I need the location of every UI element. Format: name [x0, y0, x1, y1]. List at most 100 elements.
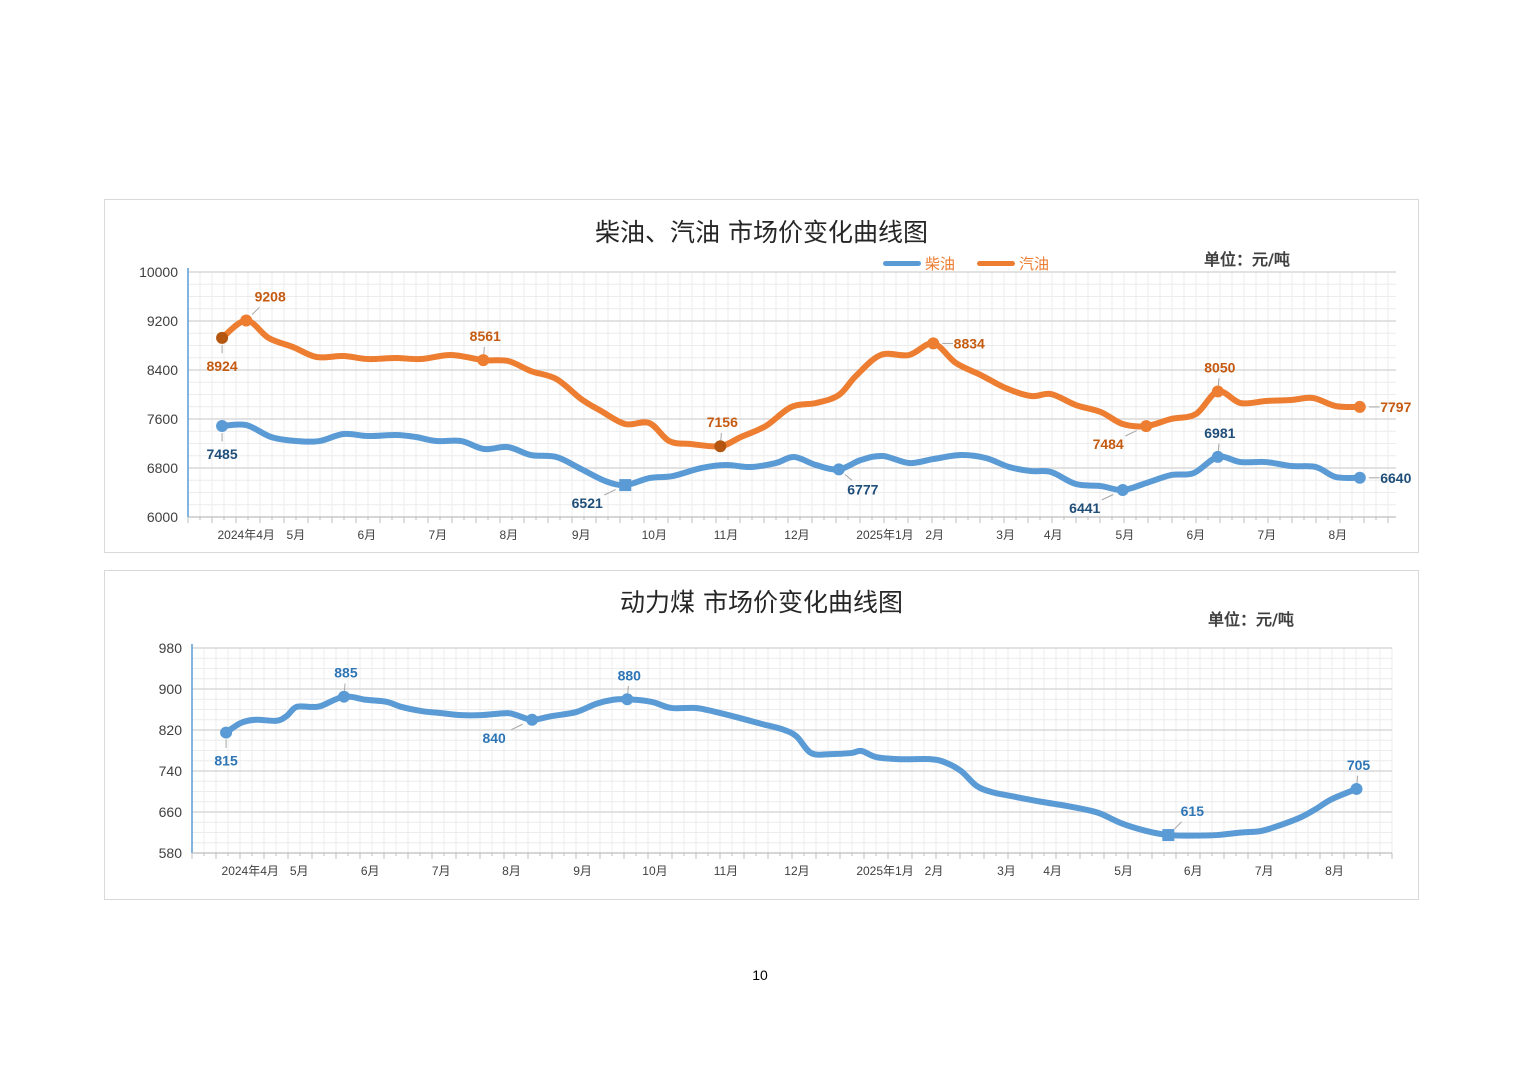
- leader-line: [1217, 443, 1220, 451]
- data-label: 8561: [470, 328, 501, 344]
- data-label: 705: [1347, 757, 1371, 773]
- y-tick-label: 740: [159, 763, 183, 779]
- y-tick-label: 6000: [147, 509, 178, 525]
- leader-line: [1125, 430, 1137, 437]
- data-point-marker: [1211, 450, 1224, 463]
- data-label: 6521: [572, 495, 603, 511]
- legend-item-gasoline: 汽油: [977, 253, 1049, 274]
- diesel-gasoline-plot: 6000 6800 7600 8400 9200 10000 2024年4月 5月 6月 7月 8月…: [139, 264, 1412, 542]
- unit-label: 单位：元/吨: [1208, 610, 1294, 629]
- x-tick-label: 10月: [642, 864, 667, 878]
- x-tick-label: 7月: [1255, 864, 1274, 878]
- x-tick-label: 6月: [361, 864, 380, 878]
- data-point-marker: [832, 463, 845, 476]
- y-tick-label: 580: [159, 845, 183, 861]
- x-tick-label: 4月: [1044, 528, 1063, 542]
- data-point-marker: [927, 337, 940, 350]
- data-label: 9208: [255, 289, 286, 305]
- leader-line: [343, 683, 346, 691]
- x-tick-label: 5月: [290, 864, 309, 878]
- x-tick-label: 2月: [925, 528, 944, 542]
- chart-title: 柴油、汽油 市场价变化曲线图: [595, 218, 928, 247]
- data-label: 6981: [1204, 425, 1235, 441]
- data-label: 7797: [1380, 399, 1411, 415]
- leader-line: [720, 432, 722, 441]
- x-tick-label: 6月: [1187, 528, 1206, 542]
- leader-line: [1101, 494, 1114, 501]
- data-label: 7156: [707, 414, 738, 430]
- x-tick-label: 11月: [714, 528, 738, 542]
- data-label: 880: [618, 667, 642, 683]
- y-tick-label: 8400: [147, 362, 178, 378]
- x-tick-label: 12月: [784, 864, 809, 878]
- y-tick-label: 9200: [147, 313, 178, 329]
- data-point-marker: [1140, 420, 1153, 433]
- data-point-marker: [240, 314, 253, 327]
- series-line-diesel: [219, 421, 1363, 494]
- x-tick-label: 8月: [1328, 528, 1347, 542]
- x-tick-label: 8月: [499, 528, 518, 542]
- data-point-marker: [714, 440, 727, 453]
- data-label: 840: [482, 730, 506, 746]
- data-point-marker: [526, 713, 539, 726]
- x-tick-label: 11月: [714, 864, 738, 878]
- x-tick-label: 12月: [784, 528, 809, 542]
- data-label: 6640: [1380, 470, 1411, 486]
- data-label: 6441: [1069, 500, 1100, 516]
- legend-item-diesel: 柴油: [883, 253, 955, 274]
- x-tick-label: 2024年4月: [222, 864, 279, 878]
- legend-label-diesel: 柴油: [925, 255, 956, 273]
- data-label: 615: [1181, 803, 1205, 819]
- x-tick-label: 2025年1月: [856, 864, 913, 878]
- diesel-gasoline-chart: 6000 6800 7600 8400 9200 10000 2024年4月 5月 6月 7月 8月…: [104, 199, 1419, 553]
- data-point-marker: [619, 479, 632, 492]
- y-tick-label: 660: [159, 804, 183, 820]
- data-point-marker: [1350, 782, 1363, 795]
- y-tick-label: 7600: [147, 411, 178, 427]
- grid: [191, 647, 1393, 854]
- legend-label-gasoline: 汽油: [1019, 255, 1050, 273]
- leader-line: [1173, 821, 1182, 830]
- leader-line: [251, 306, 260, 315]
- legend-swatch-diesel: [883, 261, 921, 266]
- leader-line: [1217, 378, 1220, 386]
- x-tick-label: 5月: [1116, 528, 1135, 542]
- coal-chart: 580 660 740 820 900 980 2024年4月 5月 6月 7月 8月 9月 10月 11…: [104, 570, 1419, 900]
- x-tick-label: 7月: [432, 864, 451, 878]
- leader-line: [511, 723, 523, 731]
- leader-line: [1356, 775, 1359, 783]
- data-point-marker: [1116, 483, 1129, 496]
- data-point-marker: [477, 354, 490, 367]
- x-tick-label: 6月: [1184, 864, 1203, 878]
- y-tick-label: 6800: [147, 460, 178, 476]
- y-tick-label: 10000: [139, 264, 178, 280]
- chart-title: 动力煤 市场价变化曲线图: [620, 588, 903, 617]
- x-tick-label: 3月: [997, 864, 1016, 878]
- data-label: 885: [334, 665, 358, 681]
- data-point-marker: [220, 726, 233, 739]
- x-tick-label: 7月: [1257, 528, 1276, 542]
- leader-line: [627, 686, 629, 694]
- x-tick-label: 9月: [573, 864, 592, 878]
- data-point-marker: [1162, 829, 1175, 842]
- coal-plot: 580 660 740 820 900 980 2024年4月 5月 6月 7月 8月 9月 10月 11…: [159, 640, 1393, 878]
- data-label: 8050: [1204, 359, 1235, 375]
- data-point-marker: [621, 693, 634, 706]
- unit-label: 单位：元/吨: [1204, 250, 1290, 269]
- leader-line: [604, 489, 616, 496]
- data-label: 8924: [206, 358, 237, 374]
- x-tick-label: 4月: [1043, 864, 1062, 878]
- series-line-coal: [223, 693, 1360, 839]
- data-label: 8834: [954, 335, 985, 351]
- data-label: 6777: [847, 481, 878, 497]
- x-tick-label: 8月: [1325, 864, 1344, 878]
- y-tick-label: 820: [159, 722, 183, 738]
- data-point-marker: [216, 331, 229, 344]
- x-tick-label: 9月: [572, 528, 591, 542]
- data-point-marker: [1211, 385, 1224, 398]
- leader-line: [483, 346, 485, 355]
- x-tick-label: 2024年4月: [218, 528, 275, 542]
- page-number: 10: [752, 967, 768, 983]
- y-tick-label: 900: [159, 681, 183, 697]
- legend-swatch-gasoline: [977, 261, 1016, 266]
